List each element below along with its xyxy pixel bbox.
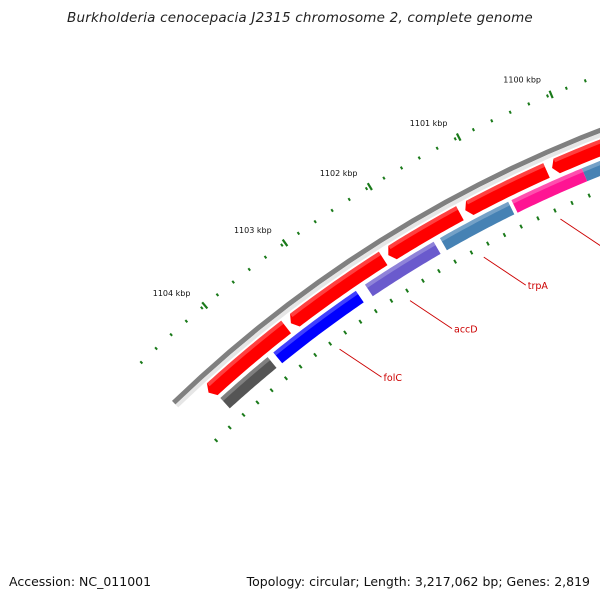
major-tick-4 [455,132,462,142]
minor-tick [231,280,235,284]
minor-tick [417,156,421,160]
inner-tick [587,193,591,198]
inner-tick [298,364,303,369]
minor-tick [330,208,334,213]
minor-tick [508,110,512,115]
minor-tick [527,102,531,106]
minor-tick [169,332,173,337]
outer-gene-shine-5 [388,206,459,250]
minor-tick [435,146,439,151]
minor-tick [263,255,268,259]
inner-gene-folc-shine [273,290,359,356]
inner-tick [469,250,474,255]
minor-tick [313,219,317,224]
kbp-label-4: 1101 kbp [410,119,448,128]
kbp-label-3: 1100 kbp [503,76,541,85]
inner-tick [343,330,348,335]
gene-labels: truAtrpFtrpBBCAM0992trpAaccDfolC [339,218,600,384]
inner-tick [358,319,363,324]
outer-gene-3 [552,139,600,174]
inner-tick [536,216,540,221]
inner-gene-trpb [581,160,600,182]
inner-gene-bcam0992 [511,168,588,213]
inner-gene-folc [273,290,364,364]
minor-tick [364,186,369,191]
minor-tick [347,197,351,202]
inner-gene-trpa-shine [439,201,510,242]
major-tick-5 [366,182,373,191]
inner-gene-track [220,160,600,409]
inner-tick [255,400,260,405]
outer-gene-7 [206,320,292,396]
minor-tick [139,360,144,365]
inner-gene-bcam0992-shine [511,168,584,204]
outer-gene-4 [465,163,550,215]
kbp-label-6: 1103 kbp [234,226,272,235]
gene-label-accd: accD [454,325,478,336]
inner-gene-7-shine [220,357,271,401]
gene-label-trpa: trpA [528,281,549,292]
inner-tick [227,425,232,430]
outer-gene-shine-4 [466,163,545,205]
inner-tick [328,341,333,346]
inner-gene-accd [364,241,441,297]
inner-tick [486,241,490,246]
accession-label: Accession: NC_011001 [9,574,152,589]
minor-tick [564,86,568,90]
inner-gene-accd-shine [364,241,436,288]
outer-gene-5 [388,206,464,260]
minor-tick [382,176,386,180]
kbp-label-5: 1102 kbp [320,169,358,178]
inner-tick [502,232,507,238]
major-tick-6 [281,238,289,247]
outer-gene-shine-6 [290,251,381,317]
inner-tick [570,200,574,206]
gene-leader-6 [339,348,382,378]
inner-tick [405,288,409,293]
inner-tick [389,298,394,303]
inner-tick [283,376,289,381]
minor-tick [280,243,284,247]
inner-gene-trpa [439,201,515,251]
minor-tick [583,79,587,83]
minor-tick [296,231,301,236]
minor-tick [154,346,158,351]
gene-leader-3 [560,218,600,246]
minor-tick [453,137,457,141]
outer-gene-6 [290,251,388,327]
inner-tick [373,308,378,314]
inner-tick [241,412,246,418]
minor-tick [200,306,204,310]
inner-tick [421,278,425,283]
gene-label-folc: folC [384,373,403,384]
minor-tick [247,267,251,272]
inner-tick [437,268,441,274]
minor-tick [399,166,404,170]
inner-gene-7 [220,357,277,409]
map-title: Burkholderia cenocepacia J2315 chromosom… [67,10,533,26]
inner-tick [553,208,557,213]
inner-tick [453,259,457,264]
outer-gene-shine-7 [206,320,284,387]
minor-tick [546,94,550,98]
minor-tick [471,127,475,132]
inner-tick [213,438,219,443]
minor-tick [184,319,189,323]
major-tick-7 [201,301,209,310]
minor-tick [215,293,220,297]
inner-tick [269,388,274,393]
kbp-label-7: 1104 kbp [153,289,191,298]
outer-gene-shine-3 [553,139,600,163]
major-tick-3 [548,90,554,99]
inner-tick [313,352,318,358]
gene-leader-5 [409,300,453,329]
topology-label: Topology: circular; Length: 3,217,062 bp… [246,574,590,589]
gene-leader-4 [483,256,527,286]
inner-tick [519,224,523,229]
outer-gene-track [206,139,600,396]
minor-tick [490,119,494,123]
inner-gene-trpb-shine [581,160,600,173]
